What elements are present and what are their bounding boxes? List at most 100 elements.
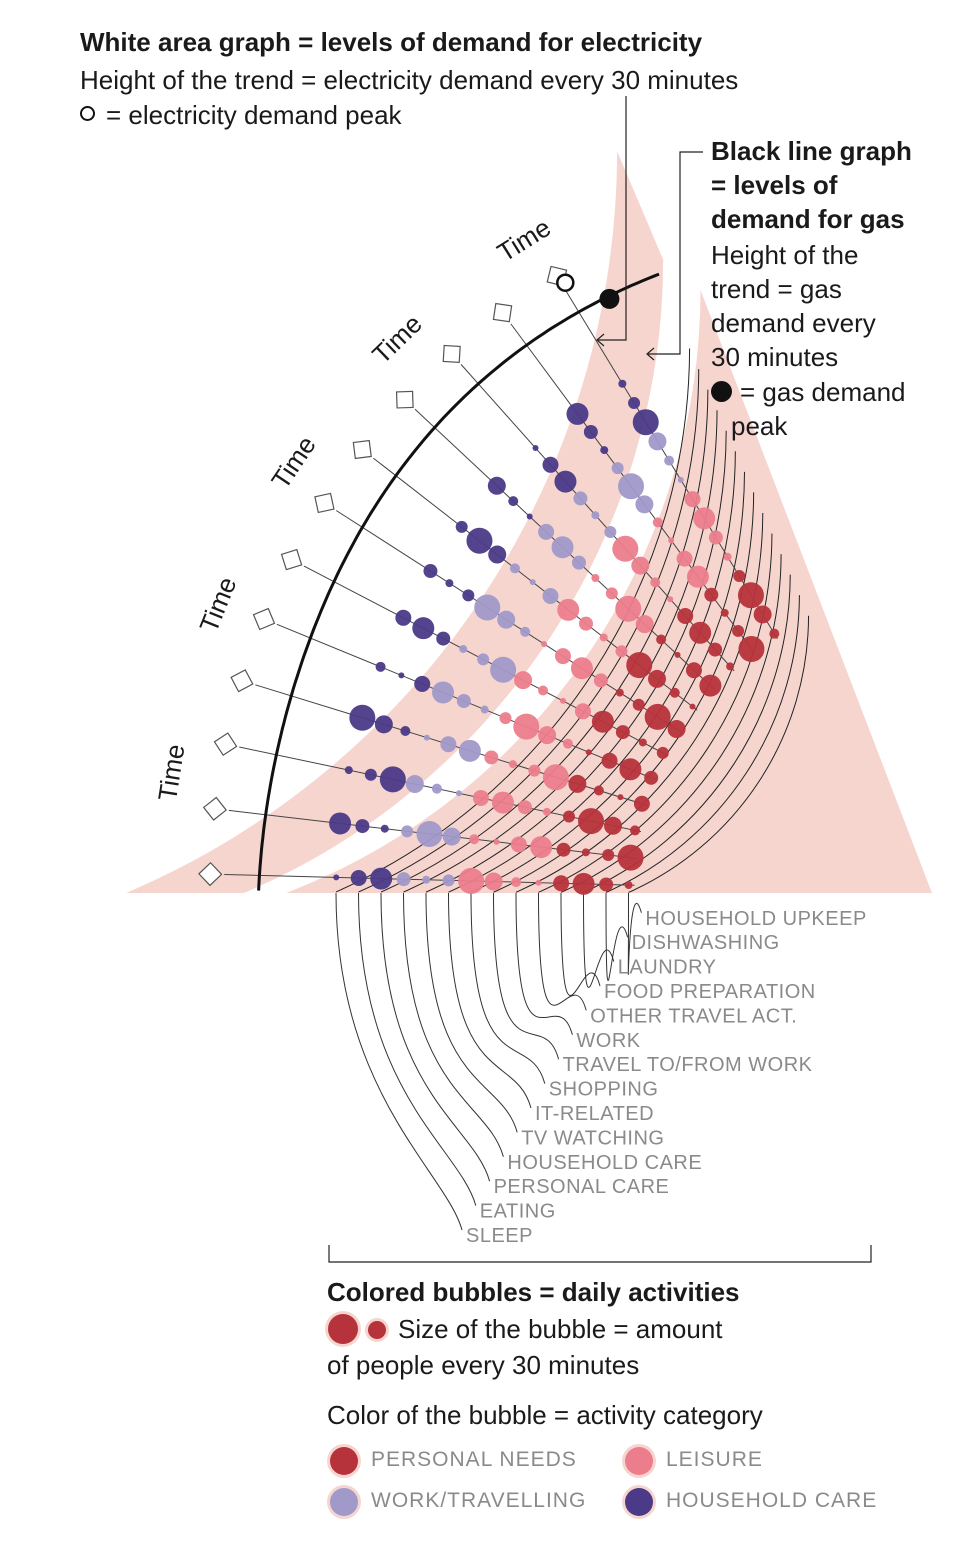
bubble-r14-t1	[624, 881, 633, 890]
bubble-r2-t2	[355, 819, 370, 834]
electricity-legend-height: Height of the trend = electricity demand…	[80, 65, 739, 95]
bubble-r12-t7	[632, 698, 645, 711]
bubble-r11-t9	[656, 634, 667, 645]
bubble-r1-t7	[423, 564, 438, 579]
bubble-r13-t12	[753, 605, 772, 624]
bubble-r2-t9	[508, 496, 519, 507]
time-marker-diamond-9	[395, 390, 414, 409]
activity-ring-10	[538, 533, 773, 893]
bubble-r9-t2	[510, 836, 527, 853]
bubble-r10-t5	[562, 738, 573, 749]
category-work-travelling: WORK/TRAVELLING	[371, 1489, 587, 1512]
bubble-r2-t10	[542, 456, 559, 473]
bubble-r4-t6	[459, 644, 468, 653]
bubble-r10-t4	[542, 764, 569, 791]
time-label-3: Time	[265, 430, 322, 494]
bubbles-legend-title: Colored bubbles = daily activities	[327, 1277, 740, 1307]
leisure-swatch	[625, 1447, 653, 1475]
activity-label-1: SLEEP	[466, 1225, 533, 1247]
bubble-r12-t3	[577, 808, 604, 835]
time-marker-diamond-1	[198, 861, 223, 887]
bubble-r8-t12	[693, 507, 716, 530]
electricity-callout-arrow	[596, 333, 605, 347]
electricity-peak-marker	[556, 273, 575, 292]
bubble-r5-t11	[618, 473, 645, 500]
bubble-r10-t9	[635, 615, 654, 634]
bubble-r7-t9	[591, 574, 600, 583]
activity-leader-line-6	[448, 892, 532, 1109]
bubble-r9-t4	[528, 764, 541, 777]
time-marker-diamond-11	[492, 302, 513, 323]
bubble-r4-t8	[509, 563, 520, 574]
activity-ring-11	[560, 554, 782, 893]
bubble-r12-t11	[720, 608, 729, 617]
bubble-r13-t1	[599, 877, 614, 892]
bubble-r6-t6	[490, 656, 517, 683]
bubble-r3-t9	[526, 513, 533, 520]
bubble-r1-t1	[333, 874, 340, 881]
bubble-r10-t6	[574, 703, 591, 720]
background-bands	[126, 151, 932, 894]
time-label-1: Time	[152, 742, 191, 803]
bubble-r14-t4	[633, 795, 650, 812]
bubble-r5-t9	[551, 536, 574, 559]
bubble-r10-t7	[593, 673, 608, 688]
gas-legend-title-2: = levels of	[711, 170, 838, 200]
bubble-r8-t10	[631, 556, 650, 575]
gas-legend-title-1: Black line graph	[711, 136, 912, 166]
activity-label-8: TRAVEL TO/FROM WORK	[563, 1054, 813, 1076]
activity-ring-13	[605, 595, 800, 893]
activity-label-12: LAUNDRY	[618, 957, 717, 979]
bubble-r7-t3	[472, 789, 489, 806]
bubble-r3-t12	[632, 409, 659, 436]
activity-label-7: SHOPPING	[549, 1079, 659, 1101]
gas-legend-line-7: 30 minutes	[711, 342, 839, 372]
bubble-r1-t3	[344, 766, 353, 775]
bubble-r11-t4	[568, 774, 587, 793]
bubble-r2-t11	[583, 424, 598, 439]
electricity-legend-title: White area graph = levels of demand for …	[80, 27, 703, 57]
bubble-r14-t2	[617, 844, 644, 871]
bubble-r3-t8	[488, 545, 507, 564]
bubble-r8-t2	[493, 838, 500, 845]
bubble-r4-t7	[474, 594, 501, 621]
activity-ring-4	[403, 410, 718, 893]
bubble-r9-t8	[599, 633, 608, 642]
bubble-r11-t12	[733, 569, 746, 582]
time-marker-diamond-8	[352, 439, 372, 460]
personal-needs-swatch	[330, 1447, 358, 1475]
bubble-r8-t1	[484, 872, 503, 891]
bubble-r6-t8	[542, 587, 559, 604]
electricity-callout-line	[598, 96, 627, 341]
gas-line-path	[257, 272, 660, 891]
activity-label-2: EATING	[480, 1201, 556, 1223]
bubble-r3-t5	[414, 675, 431, 692]
activity-ring-14	[628, 615, 810, 893]
bubble-r10-t8	[615, 645, 628, 658]
activity-label-10: OTHER TRAVEL ACT.	[590, 1005, 797, 1027]
bubble-r7-t12	[684, 491, 701, 508]
activity-leader-line-3	[380, 892, 491, 1182]
activity-label-11: FOOD PREPARATION	[604, 981, 816, 1003]
bubble-r5-t6	[477, 653, 490, 666]
activity-leader-line-2	[358, 892, 477, 1206]
bubble-r1-t8	[455, 520, 468, 533]
activity-leader-line-11	[560, 892, 601, 996]
bubble-r2-t6	[412, 617, 435, 640]
bubble-r12-t10	[689, 621, 712, 644]
activity-label-9: WORK	[576, 1030, 640, 1052]
bubble-r14-t6	[656, 746, 669, 759]
bubble-r6-t10	[604, 526, 617, 539]
activity-leader-line-8	[493, 892, 560, 1060]
bubble-r3-t1	[370, 867, 393, 890]
bubble-r9-t11	[676, 550, 693, 567]
bubble-r1-t10	[532, 445, 539, 452]
bubble-r12-t9	[674, 651, 681, 658]
bubble-r14-t12	[769, 628, 780, 639]
bubble-r3-t6	[436, 631, 451, 646]
bubble-r14-t8	[689, 703, 696, 710]
gas-legend-line-5: trend = gas	[711, 274, 842, 304]
activity-leader-line-5	[425, 892, 518, 1133]
activity-ring-9	[515, 512, 764, 893]
